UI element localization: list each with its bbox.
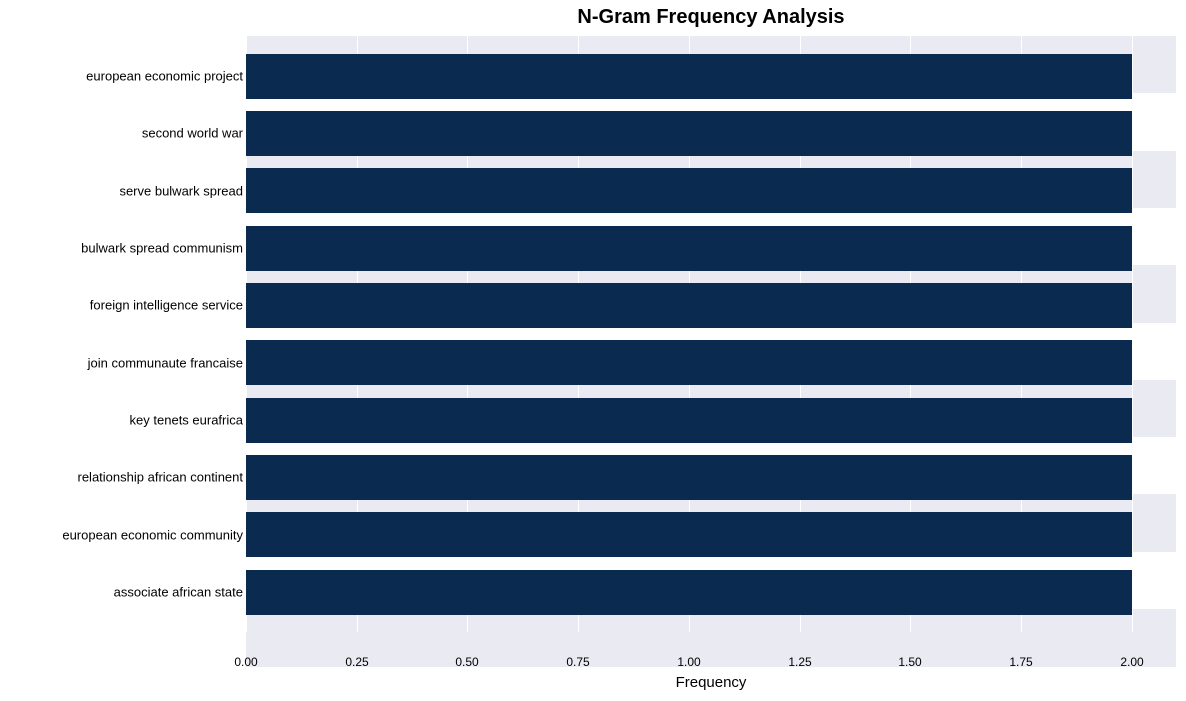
ngram-frequency-chart: N-Gram Frequency Analysis Frequency euro… <box>0 0 1186 701</box>
bar <box>246 111 1132 156</box>
x-tick-label: 1.75 <box>1009 655 1032 669</box>
bar <box>246 54 1132 99</box>
chart-title: N-Gram Frequency Analysis <box>411 6 1011 29</box>
x-tick-label: 1.00 <box>677 655 700 669</box>
y-tick-label: serve bulwark spread <box>119 183 243 198</box>
y-tick-label: key tenets eurafrica <box>130 412 243 427</box>
x-tick-label: 1.50 <box>898 655 921 669</box>
x-tick-label: 0.25 <box>345 655 368 669</box>
plot-area <box>246 36 1176 632</box>
row-band <box>246 609 1176 667</box>
gridline <box>1132 36 1133 632</box>
bar <box>246 283 1132 328</box>
y-tick-label: relationship african continent <box>78 470 244 485</box>
y-tick-label: bulwark spread communism <box>81 241 243 256</box>
bar <box>246 226 1132 271</box>
y-tick-label: foreign intelligence service <box>90 298 243 313</box>
y-tick-label: european economic community <box>62 527 243 542</box>
bar <box>246 570 1132 615</box>
y-tick-label: european economic project <box>86 69 243 84</box>
bar <box>246 398 1132 443</box>
bar <box>246 512 1132 557</box>
x-tick-label: 1.25 <box>788 655 811 669</box>
y-tick-label: second world war <box>142 126 243 141</box>
x-tick-label: 0.75 <box>566 655 589 669</box>
bar <box>246 455 1132 500</box>
bar <box>246 168 1132 213</box>
bar <box>246 340 1132 385</box>
x-tick-label: 0.50 <box>455 655 478 669</box>
x-axis-title: Frequency <box>246 674 1176 691</box>
x-tick-label: 2.00 <box>1120 655 1143 669</box>
y-tick-label: join communaute francaise <box>88 355 243 370</box>
y-tick-label: associate african state <box>114 584 243 599</box>
x-tick-label: 0.00 <box>234 655 257 669</box>
